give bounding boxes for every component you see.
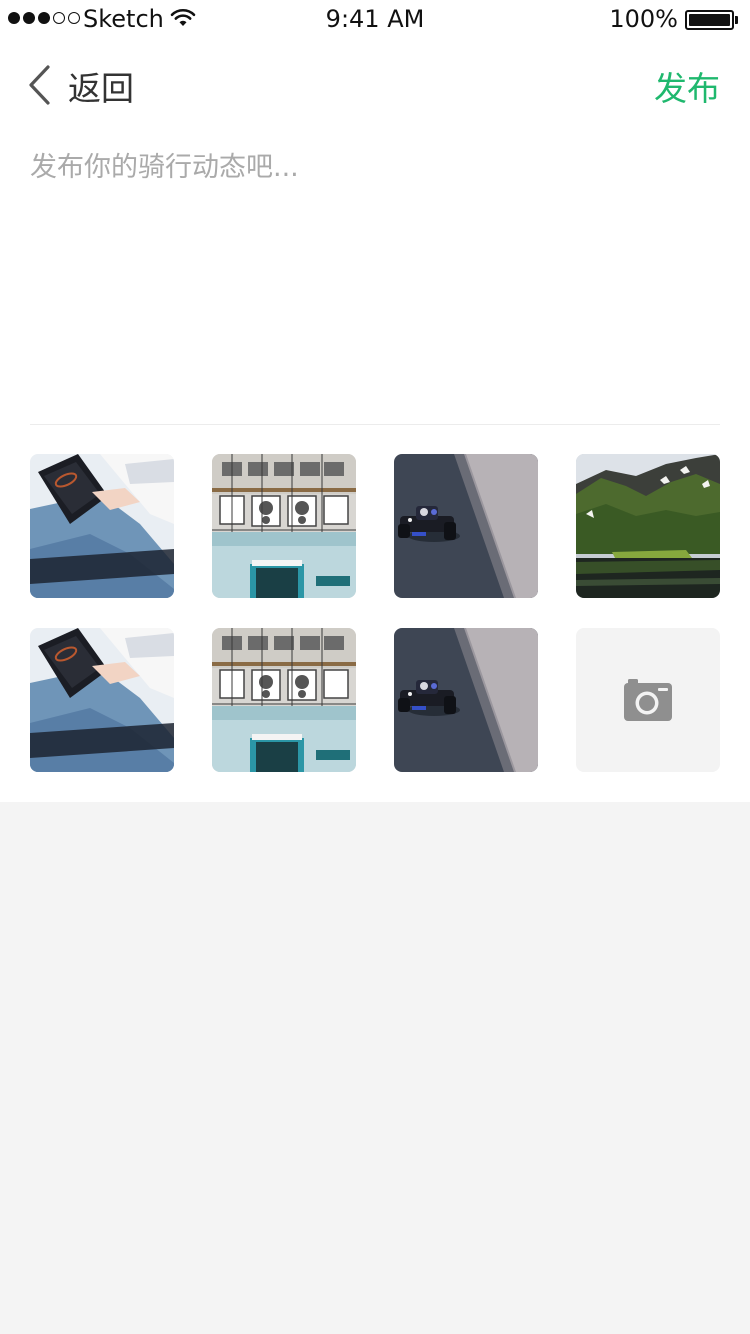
clock: 9:41 AM	[325, 5, 425, 33]
battery-icon	[685, 10, 734, 30]
photo-thumbnail-car[interactable]	[394, 454, 538, 598]
signal-dot	[8, 12, 20, 24]
status-bar: Sketch 9:41 AM 100%	[0, 0, 750, 40]
camera-icon	[624, 679, 672, 721]
building-photo-image	[212, 628, 356, 772]
signal-strength-icon	[8, 12, 80, 24]
signal-dot	[23, 12, 35, 24]
post-text-input[interactable]	[30, 150, 720, 390]
carrier-name: Sketch	[83, 5, 164, 33]
chevron-left-icon	[29, 65, 50, 105]
photo-thumbnail-notebook[interactable]	[30, 454, 174, 598]
signal-dot	[53, 12, 65, 24]
battery-tip	[735, 16, 738, 24]
publish-button[interactable]: 发布	[654, 69, 720, 108]
building-photo-image	[212, 454, 356, 598]
battery-percentage: 100%	[609, 5, 678, 33]
back-button[interactable]: 返回	[26, 60, 156, 108]
signal-dot	[38, 12, 50, 24]
battery-level	[689, 14, 730, 26]
photo-thumbnail-notebook[interactable]	[30, 628, 174, 772]
back-label: 返回	[68, 69, 134, 108]
divider	[30, 424, 720, 425]
toy-car-photo-image	[394, 628, 538, 772]
mountain-photo-image	[576, 454, 720, 598]
add-photo-button[interactable]	[576, 628, 720, 772]
signal-dot	[68, 12, 80, 24]
photo-thumbnail-building[interactable]	[212, 454, 356, 598]
toy-car-photo-image	[394, 454, 538, 598]
wifi-icon	[170, 8, 196, 26]
photo-thumbnail-mountain[interactable]	[576, 454, 720, 598]
notebook-photo-image	[30, 454, 174, 598]
photo-thumbnail-car[interactable]	[394, 628, 538, 772]
notebook-photo-image	[30, 628, 174, 772]
photo-thumbnail-building[interactable]	[212, 628, 356, 772]
